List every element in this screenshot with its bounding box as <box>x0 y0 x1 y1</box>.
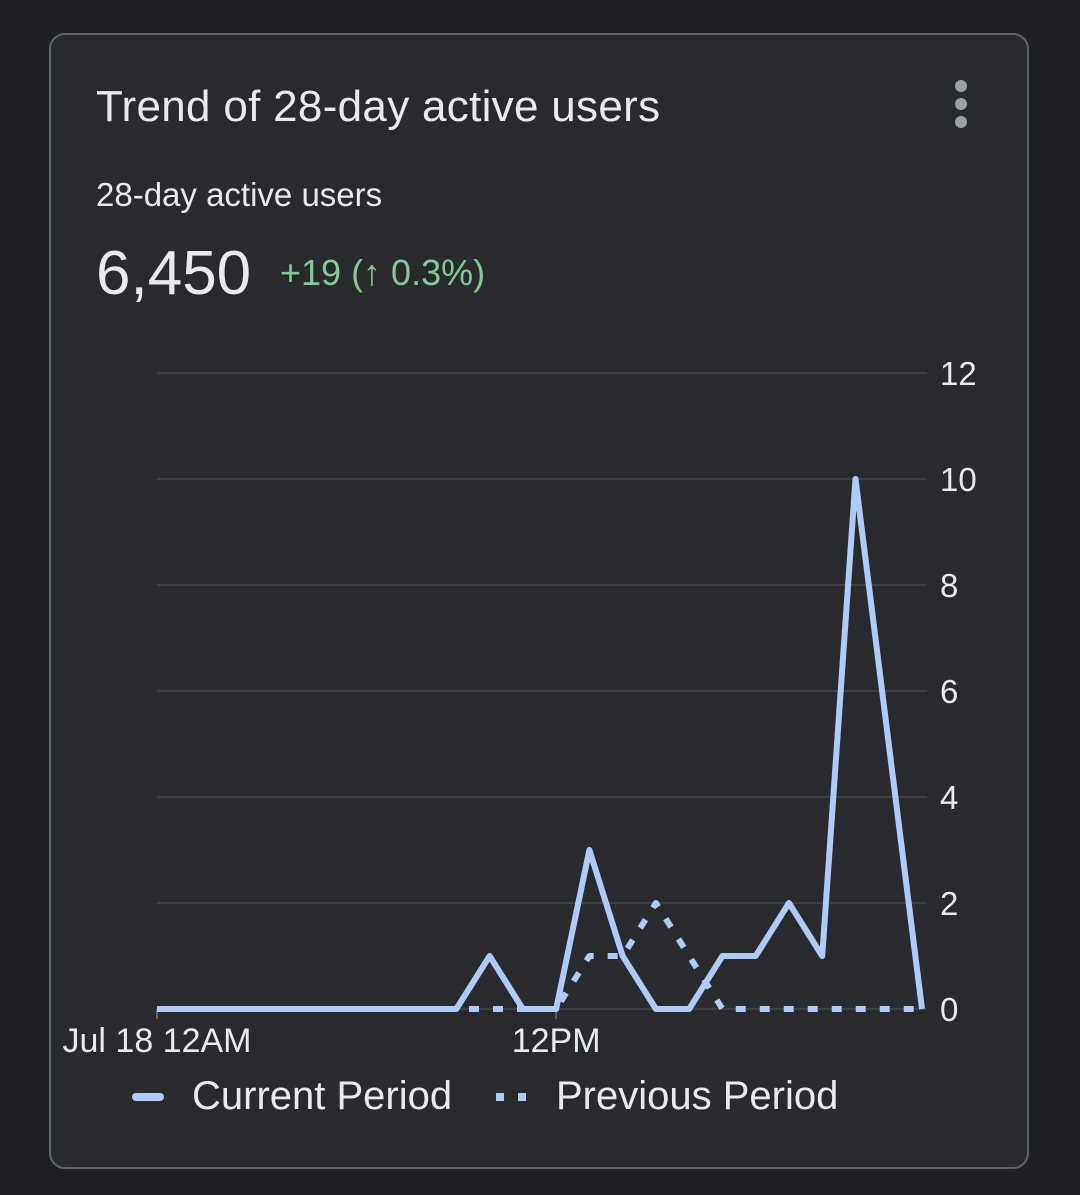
dotted-line-swatch-icon <box>496 1092 528 1101</box>
more-vert-icon[interactable] <box>950 80 972 130</box>
y-tick-label: 8 <box>940 567 958 604</box>
solid-line-swatch-icon <box>132 1092 164 1101</box>
card-title: Trend of 28-day active users <box>96 82 661 131</box>
series-line-previous-period <box>157 900 922 1012</box>
x-tick-label: Jul 18 12AM <box>63 1022 252 1060</box>
y-tick-label: 6 <box>940 673 958 710</box>
y-tick-label: 10 <box>940 461 977 498</box>
y-tick-label: 4 <box>940 779 958 816</box>
trend-card <box>49 33 1029 1169</box>
series-line-current-period <box>157 476 925 1012</box>
legend-previous[interactable]: Previous Period <box>496 1074 838 1119</box>
x-tick-label: 12PM <box>512 1022 601 1060</box>
y-tick-label: 12 <box>940 355 977 392</box>
legend-label: Current Period <box>192 1074 453 1118</box>
metric-value: 6,450 <box>96 239 252 308</box>
y-tick-label: 0 <box>940 991 958 1028</box>
metric-delta: +19 (↑ 0.3%) <box>280 252 486 293</box>
metric-label: 28-day active users <box>96 176 383 213</box>
y-tick-label: 2 <box>940 885 958 922</box>
legend-label: Previous Period <box>556 1074 839 1118</box>
legend-current[interactable]: Current Period <box>132 1074 452 1119</box>
